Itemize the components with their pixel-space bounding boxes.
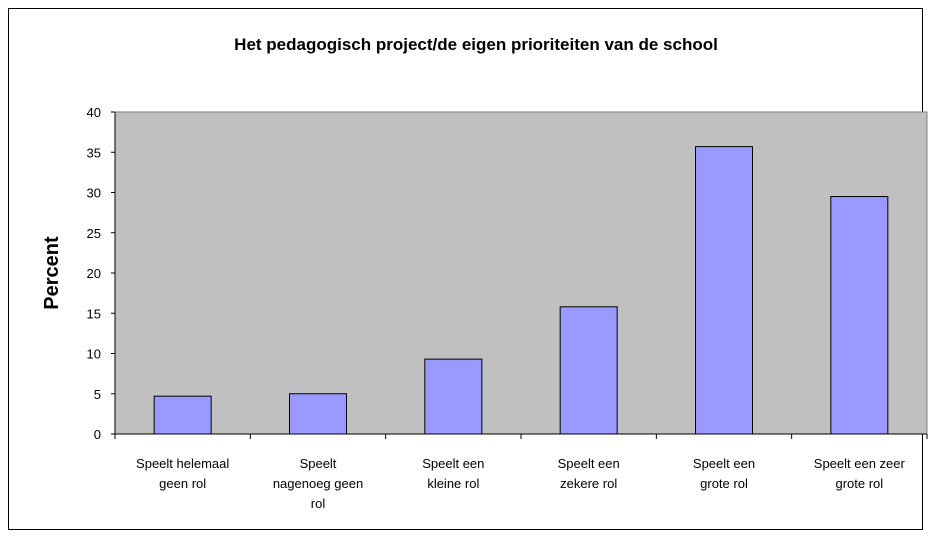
bar xyxy=(559,306,618,435)
y-tick-label: 15 xyxy=(87,306,101,321)
y-tick-label: 30 xyxy=(87,186,101,201)
y-tick-label: 5 xyxy=(94,387,101,402)
bar xyxy=(424,358,483,435)
x-tick-label: Speelt helemaal geen rol xyxy=(136,456,229,491)
bar xyxy=(830,196,889,435)
x-tick-label: Speelt een zeer grote rol xyxy=(814,456,906,491)
x-tick-label: Speelt een zekere rol xyxy=(558,456,620,491)
y-tick-label: 20 xyxy=(87,266,101,281)
y-tick-label: 40 xyxy=(87,105,101,120)
x-tick-label: Speelt een grote rol xyxy=(693,456,755,491)
y-tick-label: 25 xyxy=(87,226,101,241)
y-tick-label: 0 xyxy=(94,427,101,442)
x-tick-label: Speelt nagenoeg geen rol xyxy=(273,456,363,511)
bar xyxy=(153,395,212,435)
y-axis-label: Percent xyxy=(41,236,63,310)
bar xyxy=(695,146,753,435)
chart-title: Het pedagogisch project/de eigen priorit… xyxy=(234,35,718,54)
x-tick-label: Speelt een kleine rol xyxy=(422,456,484,491)
y-tick-label: 10 xyxy=(87,347,101,362)
y-tick-label: 35 xyxy=(87,145,101,160)
bar xyxy=(289,393,347,435)
plot-area xyxy=(114,111,928,435)
